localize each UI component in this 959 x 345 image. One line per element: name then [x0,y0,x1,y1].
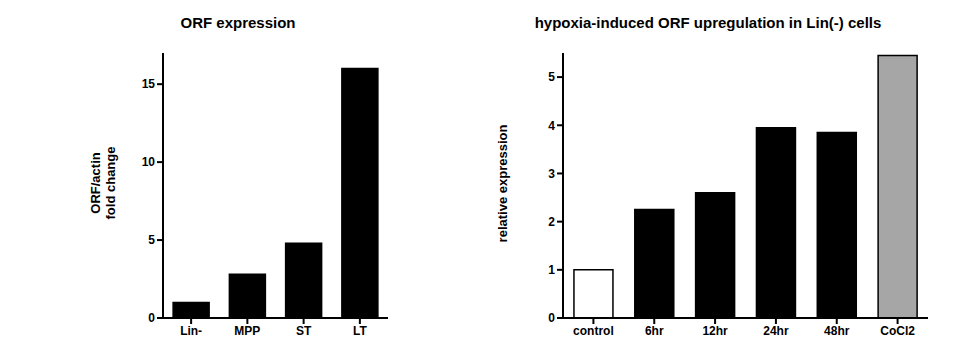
svg-text:24hr: 24hr [763,324,789,337]
svg-text:10: 10 [142,155,156,169]
svg-text:control: control [573,324,614,337]
svg-text:0: 0 [148,311,155,325]
svg-text:4: 4 [548,119,555,133]
svg-text:12hr: 12hr [702,324,728,337]
svg-text:6hr: 6hr [645,324,664,337]
svg-text:LT: LT [353,324,367,337]
svg-text:MPP: MPP [234,324,260,337]
svg-text:15: 15 [142,77,156,91]
svg-text:ST: ST [296,324,312,337]
svg-text:Lin-: Lin- [180,324,202,337]
html-text:fold change: fold change [103,146,118,220]
svg-text:0: 0 [548,311,555,325]
svg-text:2: 2 [548,215,555,229]
svg-text:5: 5 [148,233,155,247]
html-text:ORF/actin: ORF/actin [88,152,103,214]
html-text:ORF expression: ORF expression [180,14,296,31]
svg-text:5: 5 [548,70,555,84]
svg-text:48hr: 48hr [824,324,850,337]
svg-text:CoCl2: CoCl2 [880,324,915,337]
html-text:hypoxia-induced ORF upregulati: hypoxia-induced ORF upregulation in Lin(… [534,14,882,31]
html-text:relative expression: relative expression [495,124,511,242]
svg-text:1: 1 [548,263,555,277]
svg-text:3: 3 [548,167,555,181]
